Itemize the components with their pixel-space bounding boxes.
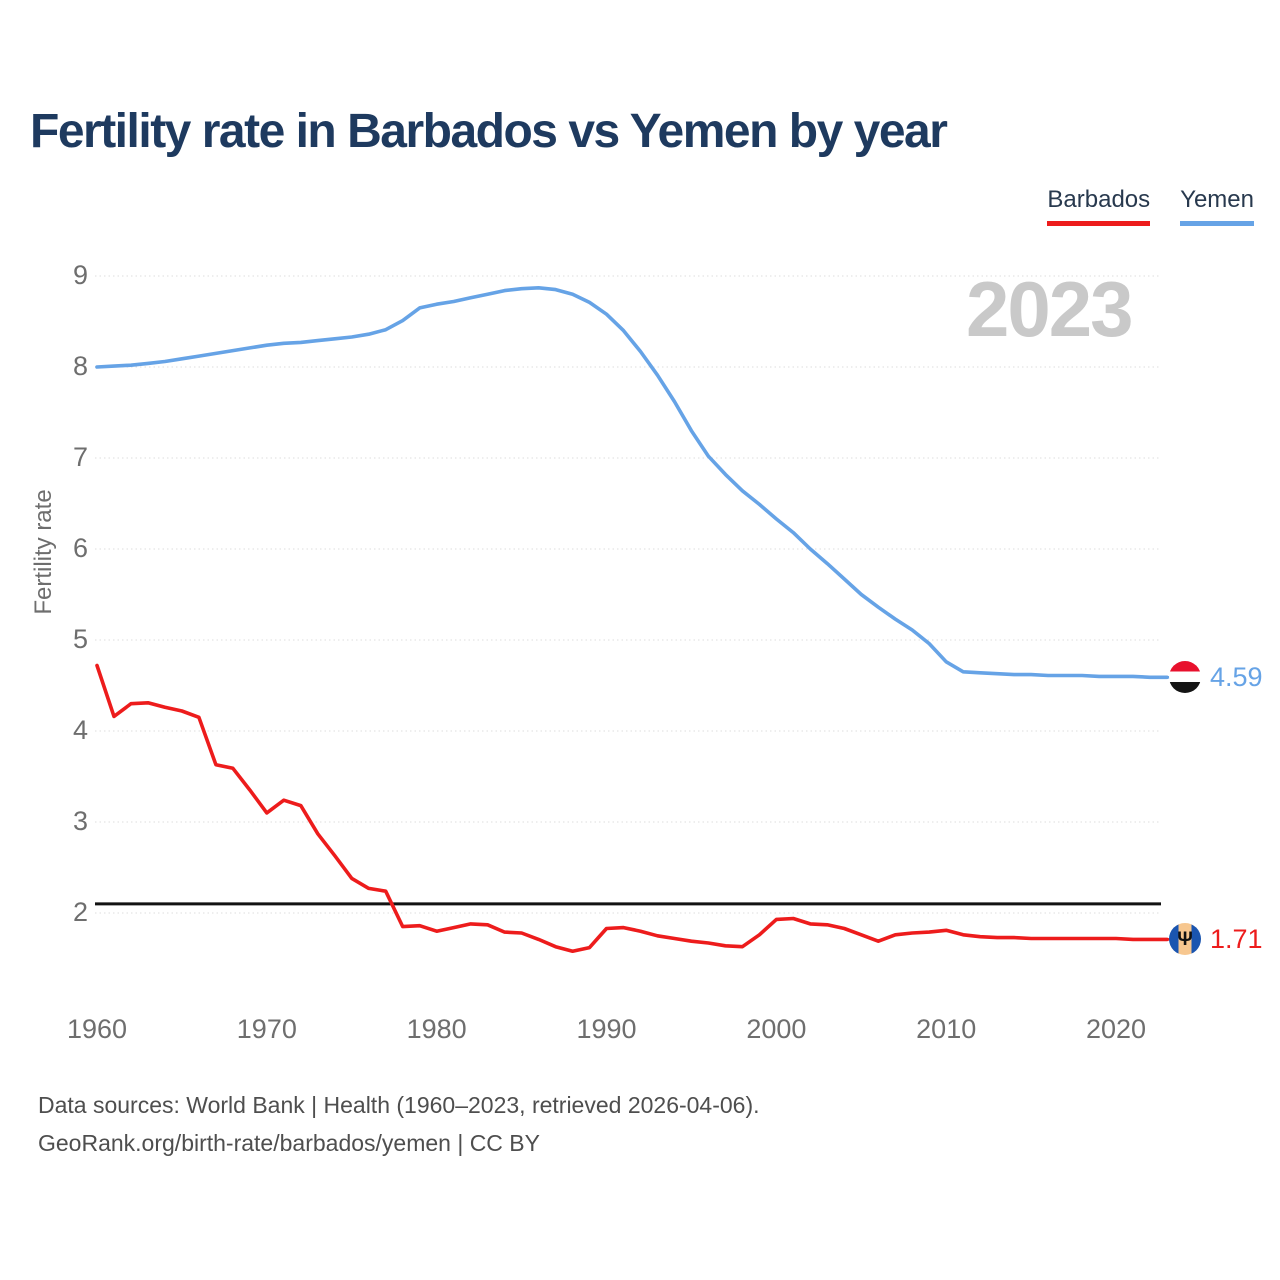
y-tick-label: 5	[72, 624, 88, 654]
footer: Data sources: World Bank | Health (1960–…	[38, 1086, 760, 1162]
trident-icon: Ψ	[1177, 928, 1193, 950]
y-tick-label: 8	[72, 351, 88, 381]
barbados-end-label: Ψ 1.71	[1169, 923, 1263, 956]
legend-item-yemen[interactable]: Yemen	[1180, 186, 1254, 226]
legend-item-barbados[interactable]: Barbados	[1047, 186, 1151, 226]
yemen-line[interactable]	[95, 285, 1169, 680]
y-tick-label: 9	[72, 260, 88, 290]
legend: Barbados Yemen	[1047, 186, 1254, 226]
x-tick-label: 1960	[66, 1014, 128, 1044]
watermark-year: 2023	[966, 265, 1134, 353]
x-tick-label: 1990	[576, 1014, 637, 1044]
page-title: Fertility rate in Barbados vs Yemen by y…	[30, 105, 948, 158]
yemen-flag-icon	[1169, 661, 1201, 694]
x-tick-label: 1980	[406, 1014, 467, 1044]
x-tick-label: 2000	[746, 1014, 807, 1044]
yemen-end-value: 4.59	[1210, 661, 1263, 692]
x-tick-label: 2010	[916, 1014, 977, 1044]
barbados-end-value: 1.71	[1210, 923, 1263, 954]
barbados-flag-icon: Ψ	[1169, 923, 1201, 956]
y-tick-label: 3	[72, 806, 88, 836]
yemen-end-label: 4.59	[1169, 661, 1263, 694]
y-tick-label: 2	[72, 897, 88, 927]
gridlines	[95, 275, 1161, 914]
barbados-line[interactable]	[95, 663, 1169, 954]
x-tick-label: 1970	[236, 1014, 297, 1044]
y-tick-label: 4	[72, 715, 88, 745]
footer-line-1: Data sources: World Bank | Health (1960–…	[38, 1092, 760, 1118]
footer-line-2: GeoRank.org/birth-rate/barbados/yemen | …	[38, 1130, 540, 1156]
y-tick-label: 7	[72, 442, 88, 472]
y-tick-label: 6	[72, 533, 88, 563]
x-tick-label: 2020	[1086, 1014, 1147, 1044]
